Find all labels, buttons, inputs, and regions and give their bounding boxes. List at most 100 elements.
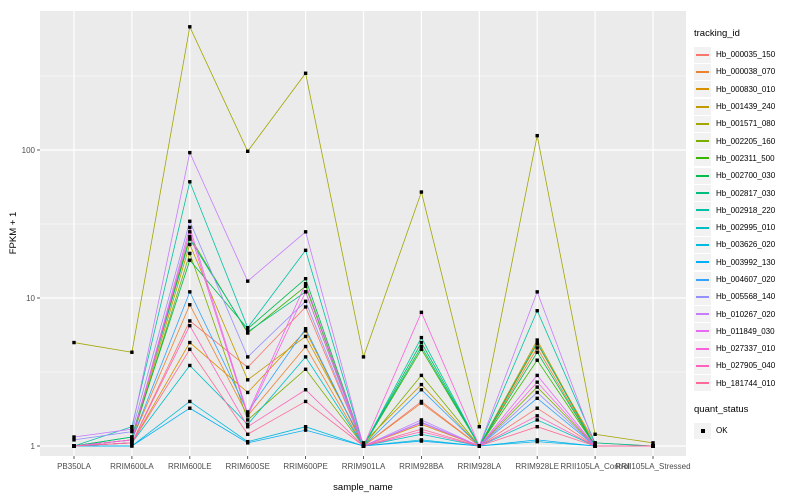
data-point [593, 441, 597, 445]
data-point [419, 421, 424, 425]
data-point [246, 325, 250, 330]
data-point [535, 406, 539, 410]
legend-key-swatch [694, 306, 711, 323]
legend: tracking_id Hb_000035_150 Hb_000038_070 Hb… [694, 28, 798, 439]
legend-item-Hb_181744_010[interactable]: Hb_181744_010 [694, 375, 798, 392]
data-point [477, 425, 481, 429]
data-point [535, 350, 539, 354]
data-point [246, 330, 250, 334]
data-point [246, 355, 250, 359]
legend-item-Hb_004607_020[interactable]: Hb_004607_020 [694, 271, 798, 288]
legend-item-Hb_001439_240[interactable]: Hb_001439_240 [694, 98, 798, 115]
x-tick-label: RRIM901LA [342, 462, 386, 471]
legend-item-Hb_003992_130[interactable]: Hb_003992_130 [694, 254, 798, 271]
series-layer [72, 25, 655, 448]
data-point [246, 414, 250, 418]
legend-item-Hb_002205_160[interactable]: Hb_002205_160 [694, 132, 798, 150]
data-point [361, 355, 366, 359]
data-point [130, 425, 134, 429]
data-point [188, 258, 192, 262]
legend-item-label: Hb_003992_130 [716, 257, 776, 267]
data-point [303, 344, 308, 349]
legend-item-Hb_005568_140[interactable]: Hb_005568_140 [694, 288, 798, 305]
legend-item-Hb_002700_030[interactable]: Hb_002700_030 [694, 167, 798, 184]
data-point [535, 340, 539, 345]
series-color-line-icon [696, 53, 709, 56]
legend-item-label: Hb_000035_150 [716, 50, 776, 60]
series-color-line-icon [696, 243, 709, 246]
legend-key-swatch [694, 202, 711, 219]
legend-item-Hb_000035_150[interactable]: Hb_000035_150 [694, 46, 798, 63]
series-color-line-icon [696, 157, 709, 160]
data-point [535, 346, 539, 350]
data-point [303, 428, 308, 432]
legend-item-label: Hb_003626_020 [716, 240, 776, 250]
data-point [419, 340, 424, 345]
legend-key-swatch [694, 63, 711, 80]
data-point [535, 338, 539, 342]
legend-item-Hb_011849_030[interactable]: Hb_011849_030 [694, 323, 798, 340]
legend-item-Hb_002995_010[interactable]: Hb_002995_010 [694, 219, 798, 236]
legend-item-Hb_001571_080[interactable]: Hb_001571_080 [694, 115, 798, 132]
data-point [188, 290, 192, 294]
data-point [303, 305, 308, 309]
data-point [535, 418, 539, 422]
series-color-line-icon [696, 192, 709, 195]
data-point [419, 388, 424, 392]
data-point [651, 441, 655, 445]
legend-item-Hb_003626_020[interactable]: Hb_003626_020 [694, 236, 798, 253]
data-point [535, 385, 539, 389]
quant-status-legend-title: quant_status [694, 403, 749, 415]
data-point [188, 319, 192, 323]
legend-key-swatch [694, 98, 711, 115]
series-color-line-icon [696, 382, 709, 385]
data-point [130, 429, 134, 434]
data-point [303, 367, 308, 371]
legend-item-Hb_027337_010[interactable]: Hb_027337_010 [694, 340, 798, 357]
data-point [246, 365, 250, 370]
legend-item-label: Hb_002995_010 [716, 223, 776, 233]
data-point [246, 378, 250, 382]
x-tick-label: RRIM928LA [458, 462, 502, 471]
legend-item-label: Hb_005568_140 [716, 292, 776, 302]
data-point [477, 444, 481, 448]
data-point [303, 230, 308, 234]
data-point [246, 432, 250, 436]
quant-status-item[interactable]: OK [694, 422, 798, 439]
data-point [130, 350, 134, 354]
data-point [188, 230, 192, 234]
data-point [535, 439, 539, 444]
x-tick-label: RRII105LA_Control [560, 462, 630, 471]
data-point [419, 401, 424, 405]
legend-item-Hb_000830_010[interactable]: Hb_000830_010 [694, 81, 798, 98]
x-tick-label: RRIM928BA [399, 462, 444, 471]
data-point [188, 251, 192, 256]
data-point [246, 412, 250, 416]
legend-key-swatch [694, 46, 711, 63]
legend-item-Hb_027905_040[interactable]: Hb_027905_040 [694, 357, 798, 374]
data-point [419, 373, 424, 378]
y-axis-title: FPKM + 1 [8, 212, 19, 255]
axis-layer: PB350LA RRIM600LA RRIM600LE RRIM600SE RRIM60… [22, 146, 691, 471]
chart: PB350LA RRIM600LA RRIM600LE RRIM600SE RRIM60… [8, 11, 691, 493]
legend-item-Hb_010267_020[interactable]: Hb_010267_020 [694, 305, 798, 323]
data-point [130, 435, 134, 439]
series-color-line-icon [696, 278, 709, 281]
legend-key-swatch [694, 81, 711, 98]
data-point [419, 347, 424, 352]
legend-item-Hb_002918_220[interactable]: Hb_002918_220 [694, 202, 798, 219]
legend-item-label: Hb_002918_220 [716, 205, 776, 215]
data-point [535, 309, 539, 313]
legend-item-label: Hb_011849_030 [716, 326, 775, 336]
series-color-line-icon [696, 122, 709, 125]
y-tick-label: 10 [26, 294, 35, 303]
data-point [419, 382, 424, 387]
legend-item-Hb_002311_500[interactable]: Hb_002311_500 [694, 150, 798, 167]
data-point [303, 284, 308, 288]
legend-item-Hb_002817_030[interactable]: Hb_002817_030 [694, 184, 798, 202]
data-point [188, 242, 192, 247]
legend-item-label: Hb_000830_010 [716, 84, 776, 94]
legend-item-Hb_000038_070[interactable]: Hb_000038_070 [694, 63, 798, 80]
x-tick-label: RRIM600SE [225, 462, 269, 471]
